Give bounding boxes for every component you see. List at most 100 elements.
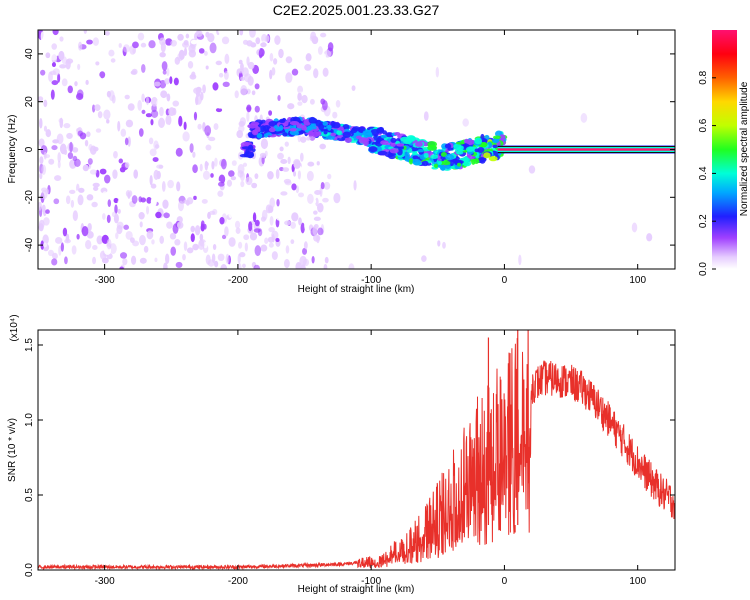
spectrum-blob [152,157,159,162]
spectrum-blob [646,233,653,242]
ridge-blob [433,163,439,169]
spectrum-blob [284,141,289,147]
spectrogram-x-tick-label: 100 [629,275,646,286]
spectrum-blob [162,69,167,75]
spectrum-blob [39,156,44,165]
ridge-blob [315,119,322,127]
spectrum-blob [219,216,225,225]
spectrum-blob [251,182,258,189]
spectrum-blob [279,146,284,152]
spectrum-blob [217,190,224,197]
spectrum-blob [237,253,241,264]
spectrum-blob [322,100,328,111]
spectrum-blob [580,113,588,123]
spectrum-blob [95,61,100,66]
ridge-blob [260,125,266,132]
colorbar-tick-label: 0.0 [698,262,709,276]
spectrum-blob [297,170,301,180]
ridge-blob [465,146,475,152]
spectrum-blob [141,182,146,191]
spectrum-blob [52,30,59,36]
spectrum-blob [205,144,212,151]
ridge-blob [397,146,405,150]
spectrum-blob [87,158,93,165]
spectrum-blob [278,48,284,59]
spectrum-blob [156,98,164,107]
colorbar-tick-label: 0.4 [698,166,709,180]
spectrum-blob [113,213,119,224]
spectrum-blob [65,195,71,205]
spectrum-blob [61,78,68,87]
spectrum-blob [60,242,64,252]
spectrum-blob [199,163,203,172]
snr-multiplier: (x10⁴) [9,314,20,341]
spectrum-blob [141,109,146,115]
spectrum-blob [242,263,246,269]
spectrum-blob [208,136,216,142]
spectrum-blob [239,252,246,258]
spectrum-blob [153,140,159,150]
spectrum-blob [275,168,280,180]
spectrum-blob [186,247,194,254]
ridge-blob [330,132,337,137]
spectrum-blob [181,41,190,48]
spectrum-blob [242,162,248,167]
spectrum-blob [63,123,71,129]
spectrum-blob [95,128,102,133]
spectrum-blob [111,94,116,104]
spectrum-blob [173,77,179,86]
ridge-blob [396,143,405,147]
spectrum-blob [212,244,217,251]
spectrum-blob [41,164,47,175]
spectrum-blob [66,132,73,139]
spectrum-blob [400,199,408,208]
spectrum-blob [163,124,171,132]
snr-plot [38,330,675,570]
ridge-blob [342,124,350,131]
spectrum-blob [320,181,325,190]
colorbar-label: Normalized spectral amplitude [739,81,750,216]
spectrum-blob [92,104,96,113]
spectrum-blob [85,239,92,250]
spectrum-blob [241,67,249,77]
ridge-blob [483,152,491,159]
spectrum-blob [203,51,208,56]
spectrum-blob [435,66,440,78]
spectrum-blob [290,221,296,229]
spectrum-blob [51,258,58,266]
spectrum-blob [314,189,322,195]
spectrum-blob [322,67,329,77]
snr-y-label: SNR (10 * v/v) [7,418,18,482]
spectrum-blob [224,226,229,237]
spectrogram-x-tick-label: -100 [361,275,381,286]
spectrum-blob [297,133,301,143]
spectrum-blob [319,143,326,150]
spectrum-blob [301,94,308,104]
spectrum-blob [198,48,205,54]
spectrum-blob [172,107,177,116]
spectrum-blob [228,170,235,178]
spectrum-blob [274,35,281,45]
spectrum-blob [94,104,101,112]
spectrum-blob [317,227,324,236]
spectrum-blob [254,83,260,90]
spectrum-blob [123,224,130,230]
spectrum-blob [50,89,55,100]
spectrum-blob [277,152,284,160]
ridge-blob [488,155,498,162]
spectrum-blob [280,158,288,165]
spectrum-blob [260,138,269,150]
spectrum-blob [226,179,233,187]
spectrum-blob [160,90,168,99]
spectrum-blob [131,195,138,204]
spectrum-blob [67,152,74,160]
spectrum-blob [57,160,61,169]
spectrogram-y-label: Frequency (Hz) [7,115,18,184]
spectrum-blob [254,173,259,180]
snr-x-tick-label: 100 [629,576,646,587]
ridge-blob [390,137,397,143]
ridge-blob [421,160,429,167]
ridge-blob [437,160,442,166]
spectrum-blob [215,102,219,108]
